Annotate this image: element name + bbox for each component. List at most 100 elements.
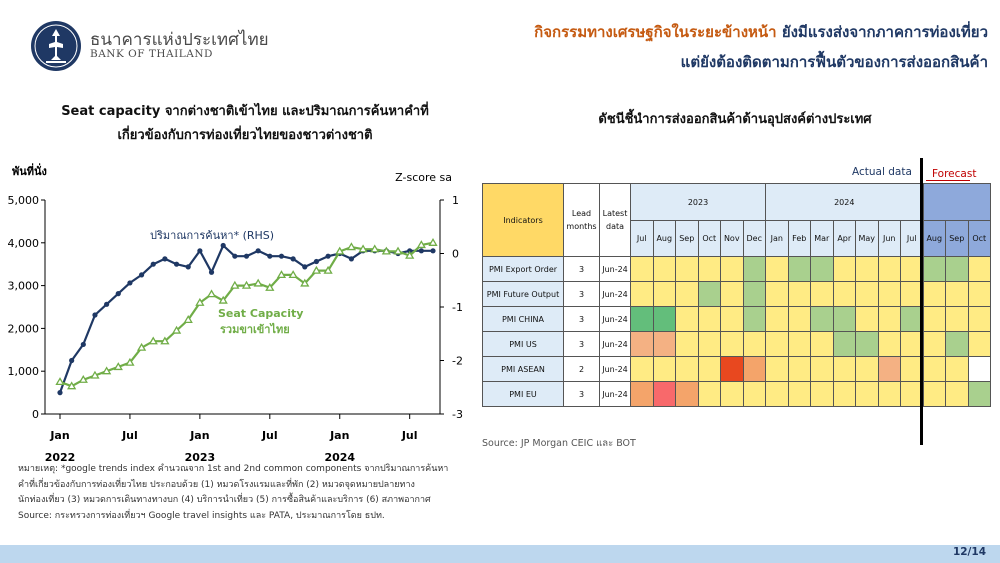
heatmap-cell bbox=[697, 256, 721, 282]
series-point-search bbox=[173, 261, 180, 267]
header-month: Oct bbox=[967, 220, 991, 257]
x-tick-label: Jan bbox=[189, 429, 209, 442]
series-point-seat bbox=[136, 342, 147, 351]
heatmap-header-months: Jul Aug Sep Oct Nov Dec Jan Feb Mar Apr May Jun Jul A… bbox=[483, 220, 991, 257]
heatmap-cell bbox=[922, 356, 946, 382]
series-point-search bbox=[243, 253, 250, 259]
chart-axes bbox=[41, 199, 444, 419]
series-point-seat bbox=[276, 270, 287, 279]
header-month: Nov bbox=[720, 220, 744, 257]
heatmap-cell bbox=[742, 356, 766, 382]
indicator-latest-data: Jun-24 bbox=[599, 331, 631, 357]
indicator-latest-data: Jun-24 bbox=[599, 381, 631, 407]
heatmap-cell bbox=[922, 306, 946, 332]
heatmap-cell bbox=[720, 381, 744, 407]
series-point-seat bbox=[288, 270, 298, 279]
heatmap-cell bbox=[855, 281, 879, 307]
series-point-search bbox=[185, 264, 191, 270]
heatmap-cell bbox=[832, 281, 856, 307]
series-point-search bbox=[69, 357, 75, 364]
note-line-1: หมายเหตุ: *google trends index คำนวณจาก … bbox=[18, 464, 449, 474]
heatmap-cell bbox=[810, 331, 834, 357]
heatmap-cell bbox=[877, 281, 901, 307]
x-tick-label: Jul bbox=[261, 429, 278, 442]
series-point-seat bbox=[416, 240, 426, 249]
heatmap-cell bbox=[900, 256, 924, 282]
series-point-seat bbox=[323, 265, 333, 274]
line-chart: 0 1,000 2,000 3,000 4,000 5,000 -3 -2 -1 0 1 พันที่… bbox=[8, 163, 463, 464]
heatmap-cell bbox=[967, 331, 991, 357]
series-point-search bbox=[104, 301, 110, 307]
indicator-lead-months: 3 bbox=[563, 256, 600, 282]
heatmap-cell bbox=[810, 381, 834, 407]
heatmap-cell bbox=[787, 306, 811, 332]
heatmap-cell bbox=[630, 381, 654, 407]
series-point-seat bbox=[171, 325, 182, 334]
left-axis-unit-label: พันที่นั่ง bbox=[12, 163, 47, 178]
heatmap-cell bbox=[697, 356, 721, 382]
header-month: Oct bbox=[697, 220, 721, 257]
header-month: Aug bbox=[922, 220, 946, 257]
heatmap-row: PMI ASEAN 2 Jun-24 bbox=[482, 356, 991, 382]
header-month: Dec bbox=[742, 220, 766, 257]
heatmap-cell bbox=[877, 381, 901, 407]
heatmap-cell bbox=[630, 281, 654, 307]
chart-series bbox=[55, 238, 438, 396]
heatmap-cell bbox=[855, 306, 879, 332]
indicator-latest-data: Jun-24 bbox=[599, 281, 631, 307]
header-year-2023: 2023 bbox=[630, 183, 766, 221]
heatmap-cell bbox=[810, 356, 834, 382]
header-indicators: Indicators bbox=[482, 183, 564, 257]
heatmap-cell bbox=[652, 356, 676, 382]
right-y-tick-label: -3 bbox=[452, 408, 463, 421]
indicator-lead-months: 3 bbox=[563, 331, 600, 357]
series-point-seat bbox=[405, 250, 415, 259]
series-point-search bbox=[278, 253, 285, 259]
headline-line-1-rest: ยังมีแรงส่งจากภาคการท่องเที่ยว bbox=[776, 23, 988, 41]
heatmap-header-years: Indicators Lead months Latest data 2023 2024 bbox=[482, 183, 991, 257]
series-point-seat bbox=[113, 362, 123, 371]
heatmap-cell bbox=[967, 281, 991, 307]
heatmap-cell bbox=[765, 356, 789, 382]
left-chart-title-line-2: เกี่ยวข้องกับการท่องเที่ยวไทยของชาวต่างช… bbox=[117, 128, 373, 143]
series-point-seat bbox=[311, 265, 322, 274]
heatmap-cell bbox=[720, 256, 744, 282]
heatmap-cell bbox=[765, 306, 789, 332]
heatmap-cell bbox=[922, 331, 946, 357]
footer-bar bbox=[0, 545, 1000, 563]
heatmap-cell bbox=[765, 331, 789, 357]
left-y-tick-label: 2,000 bbox=[8, 322, 40, 335]
series-point-search bbox=[80, 341, 86, 348]
heatmap-cell bbox=[877, 356, 901, 382]
heatmap-cell bbox=[652, 331, 676, 357]
series-point-seat bbox=[218, 295, 228, 304]
heatmap-cell bbox=[832, 306, 856, 332]
note-line-2: คำที่เกี่ยวข้องกับการท่องเที่ยวไทย ประกอ… bbox=[18, 479, 415, 490]
x-year-label: 2022 bbox=[45, 451, 76, 464]
series-point-search bbox=[162, 256, 168, 262]
heatmap-cell bbox=[832, 256, 856, 282]
indicator-latest-data: Jun-24 bbox=[599, 356, 631, 382]
series-point-search bbox=[290, 256, 296, 262]
header-latest-data: Latest data bbox=[599, 183, 631, 257]
heatmap-cell bbox=[787, 331, 811, 357]
heatmap-cell bbox=[945, 306, 969, 332]
series-point-search bbox=[267, 253, 273, 259]
heatmap-cell bbox=[810, 281, 834, 307]
series-point-seat bbox=[265, 282, 275, 291]
series-point-seat bbox=[101, 366, 112, 375]
series-point-seat bbox=[90, 370, 100, 379]
left-y-tick-label: 1,000 bbox=[8, 365, 40, 378]
headline-line-2: แต่ยังต้องติดตามการฟื้นตัวของการส่งออกสิ… bbox=[680, 53, 988, 71]
indicator-lead-months: 3 bbox=[563, 306, 600, 332]
header-month: Aug bbox=[652, 220, 676, 257]
indicator-latest-data: Jun-24 bbox=[599, 306, 631, 332]
heatmap-cell bbox=[720, 306, 744, 332]
series-point-seat bbox=[78, 374, 88, 383]
heatmap-cell bbox=[900, 381, 924, 407]
heatmap-cell bbox=[900, 306, 924, 332]
series-point-seat bbox=[381, 246, 392, 255]
heatmap-cell bbox=[675, 281, 699, 307]
right-chart-title: ดัชนีชี้นำการส่งออกสินค้าด้านอุปสงค์ต่าง… bbox=[598, 112, 872, 127]
right-y-tick-label: 1 bbox=[452, 194, 459, 207]
